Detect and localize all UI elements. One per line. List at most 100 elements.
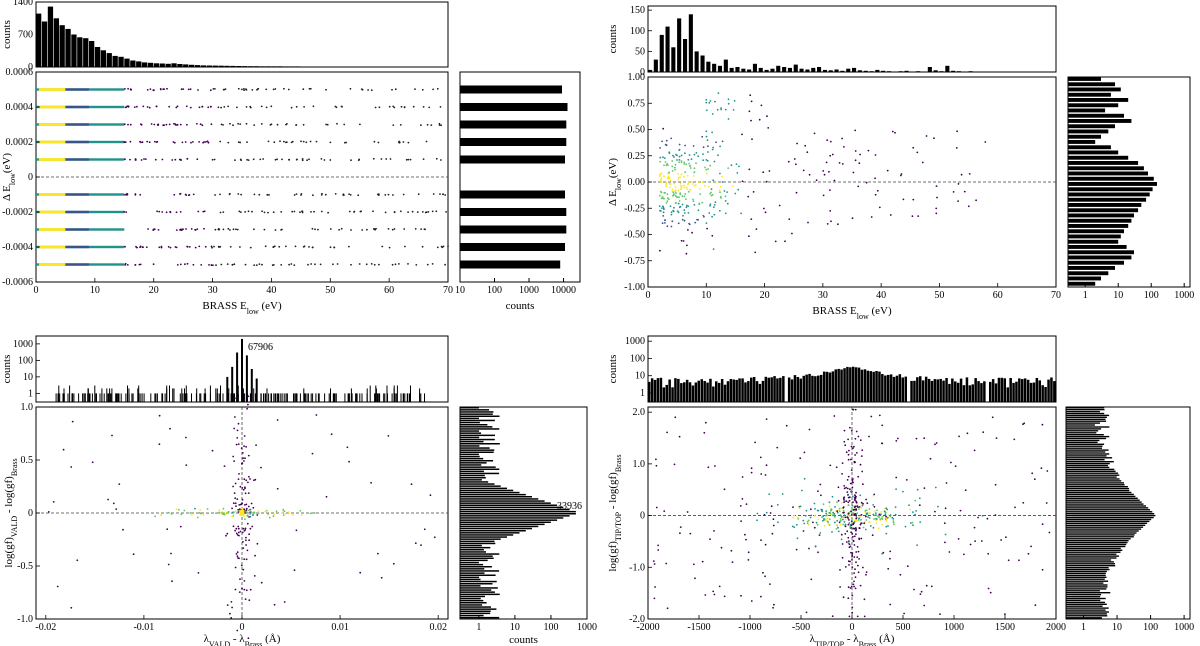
data-point [308, 158, 310, 161]
data-point [844, 518, 847, 521]
data-point [843, 501, 845, 504]
histogram-bar [59, 25, 65, 67]
x-tick-label: 1000 [519, 285, 539, 296]
histogram-bar [200, 393, 202, 402]
data-point [236, 629, 239, 632]
histogram-bar [396, 385, 398, 402]
data-point [865, 573, 867, 576]
data-point [230, 601, 233, 603]
data-point [858, 527, 861, 530]
data-point [698, 202, 701, 205]
data-point [370, 263, 373, 265]
data-point [829, 210, 832, 212]
x-tick-label: 100 [487, 285, 502, 296]
histogram-bar [253, 388, 255, 402]
data-point [680, 173, 683, 176]
data-point [243, 588, 246, 591]
data-point [234, 588, 237, 591]
data-point [724, 108, 727, 111]
data-point [112, 502, 115, 505]
histogram-bar [729, 379, 733, 402]
data-point [380, 158, 383, 160]
data-point [851, 478, 854, 481]
data-point [253, 264, 256, 266]
data-point [431, 210, 434, 213]
label-part: E [850, 305, 857, 317]
histogram-bar [764, 69, 769, 72]
label-part: log(gf) [607, 541, 619, 572]
histogram-bar [1066, 563, 1115, 565]
data-point [850, 469, 853, 471]
histogram-bar [1053, 381, 1056, 402]
data-point [420, 124, 422, 127]
histogram-bar [1066, 524, 1146, 526]
data-point [848, 499, 851, 502]
histogram-bar [460, 155, 565, 164]
data-point [412, 105, 415, 108]
data-point [796, 537, 799, 540]
data-point [847, 597, 850, 600]
data-point [227, 105, 230, 108]
data-point [231, 263, 234, 266]
histogram-bar [101, 388, 103, 402]
histogram-bar [913, 380, 916, 402]
data-point [836, 524, 838, 526]
data-point [141, 246, 144, 249]
data-point [380, 576, 383, 579]
histogram-bar [1066, 516, 1154, 519]
data-point [666, 607, 669, 610]
histogram-bar [460, 587, 498, 589]
histogram-bar [1066, 412, 1105, 415]
data-point [908, 504, 910, 506]
histogram-bar [460, 409, 490, 411]
y-tick-label: 0 [640, 67, 645, 78]
histogram-bar [1068, 281, 1096, 286]
data-point [435, 210, 438, 213]
histogram-bar [460, 519, 558, 521]
data-point [124, 264, 127, 266]
histogram-bar [773, 376, 776, 402]
histogram-bar [1066, 576, 1107, 578]
data-point [701, 560, 704, 563]
histogram-bar [384, 393, 386, 402]
data-point [763, 207, 765, 210]
data-point [834, 516, 836, 519]
data-point [712, 206, 715, 209]
histogram-bar [154, 393, 156, 402]
data-point [250, 511, 252, 513]
data-point [670, 213, 673, 216]
histogram-bar [460, 559, 488, 562]
data-point [763, 514, 766, 516]
histogram-bar [1066, 453, 1110, 455]
data-point [705, 172, 708, 175]
histogram-bar [166, 385, 168, 402]
histogram-bar [260, 393, 262, 402]
data-point [238, 508, 241, 511]
data-point [822, 515, 824, 518]
data-point [809, 508, 812, 511]
data-point [348, 193, 350, 196]
histogram-bar [77, 37, 83, 67]
histogram-bar [1066, 408, 1105, 411]
label-part: BRASS [202, 300, 237, 312]
data-point [714, 465, 716, 467]
data-point [136, 105, 138, 108]
y-tick-label: 0.0006 [6, 67, 34, 78]
data-point [892, 521, 895, 524]
data-point [246, 141, 248, 144]
data-point [123, 211, 126, 213]
data-point [847, 586, 850, 589]
data-point [227, 512, 230, 514]
data-point [153, 123, 156, 126]
histogram-bar [1066, 572, 1106, 575]
label-part: VALD [209, 640, 230, 646]
histogram-bar [335, 393, 337, 402]
data-point [223, 512, 225, 514]
histogram-bar [857, 367, 861, 402]
data-point [829, 140, 832, 143]
histogram-bar [869, 371, 872, 402]
data-point [830, 508, 832, 510]
histogram-bar [1066, 507, 1149, 509]
data-point [423, 528, 426, 531]
data-point [865, 571, 868, 573]
